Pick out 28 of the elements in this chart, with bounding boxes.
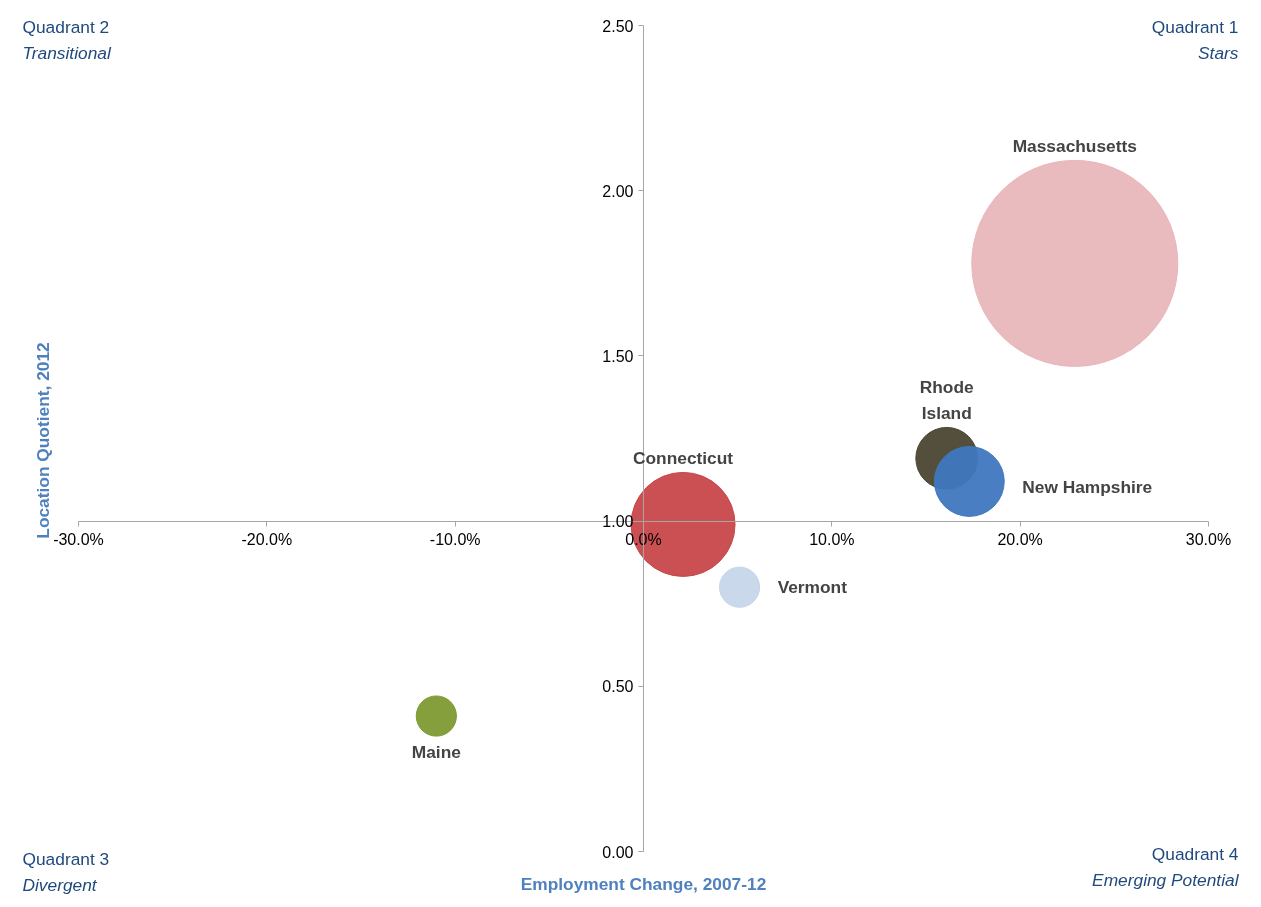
x-axis-title: Employment Change, 2007-12 [520, 873, 767, 894]
series-label: Massachusetts [1012, 136, 1137, 157]
x-tick-label: -10.0% [429, 531, 481, 549]
y-tick-label: 0.50 [602, 678, 634, 696]
x-tick-label: 10.0% [809, 531, 855, 549]
y-tick-label: 1.00 [602, 513, 634, 531]
x-tick-label: 20.0% [997, 531, 1043, 549]
annotation: Transitional [22, 42, 112, 63]
annotation: Quadrant 3 [22, 848, 110, 869]
annotation: Stars [1198, 42, 1239, 63]
series-label: Vermont [777, 577, 848, 598]
y-tick-label: 2.50 [602, 17, 634, 35]
series-label: Rhode Island [919, 377, 975, 424]
x-tick-label: -20.0% [241, 531, 293, 549]
x-tick-label: -30.0% [53, 531, 104, 549]
x-tick-label: 30.0% [1185, 531, 1232, 549]
series-label: Maine [411, 742, 462, 763]
annotation: Quadrant 4 [1151, 843, 1239, 864]
series-label: Connecticut [632, 448, 734, 469]
y-tick-label: 2.00 [602, 182, 634, 200]
text: Emerging Potential [1092, 869, 1240, 890]
y-axis-title: Location Quotient, 2012 [32, 342, 53, 539]
annotation: Quadrant 1 [1151, 16, 1239, 37]
annotation: Quadrant 2 [22, 16, 110, 37]
series-label: New Hampshire [1022, 477, 1153, 498]
y-tick-label: 0.00 [602, 843, 634, 861]
text: Divergent [22, 874, 98, 895]
y-tick-label: 1.50 [602, 347, 634, 365]
